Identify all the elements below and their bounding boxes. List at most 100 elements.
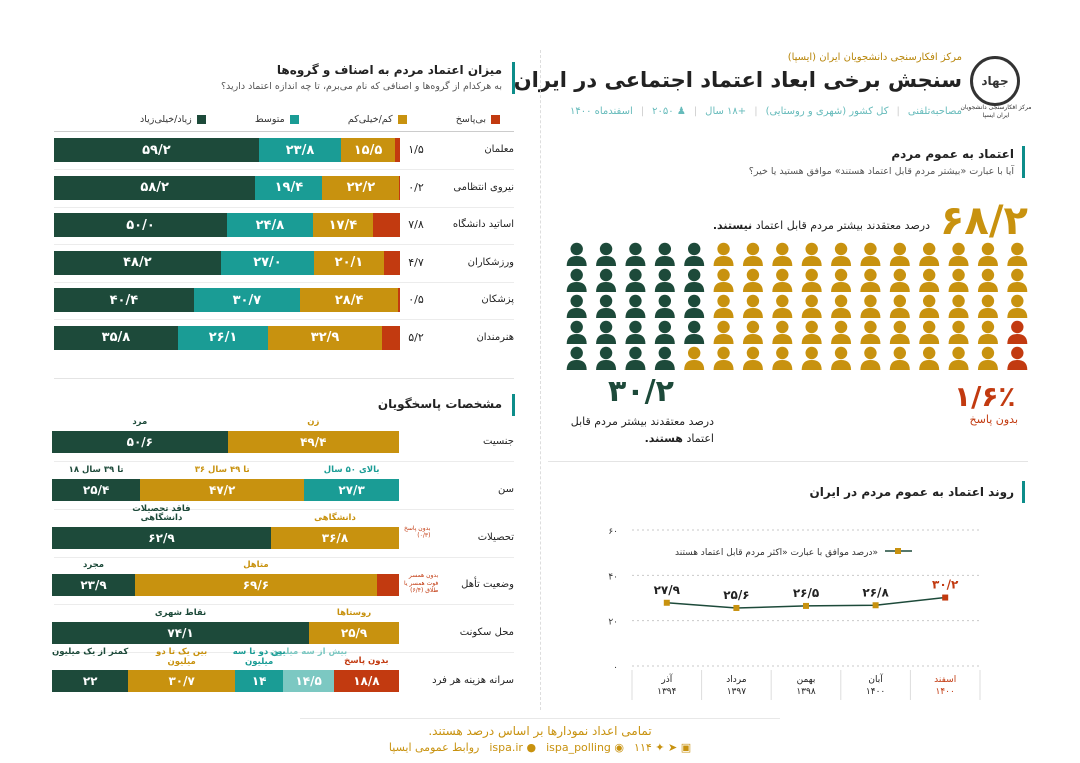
groups-legend: زیاد/خیلی‌زیاد متوسط کم/خیلی‌کم بی‌پاسخ [140,114,500,125]
segment-label: زن [307,417,320,427]
person-icon [742,346,763,370]
person-icon [977,346,998,370]
person-icon [654,268,675,292]
legend-marker [895,548,901,554]
logo-text: جهاد [981,74,1009,88]
person-icon [654,242,675,266]
profile-label: وضعیت تأهل [461,579,514,591]
at-icon: ◉ [614,741,625,754]
person-icon [654,320,675,344]
group-bar: ۴۸/۲ ۲۷/۰ ۲۰/۱ [54,250,400,275]
seg-low: ۳۲/۹ [268,325,382,350]
person-icon [713,346,734,370]
person-icon [713,294,734,318]
trend-data-label: ۲۷/۹ [654,583,681,597]
general-title: اعتماد به عموم مردم [891,147,1014,161]
person-icon [919,268,940,292]
footer-pr: روابط عمومی ایسپا [388,741,480,754]
y-tick-label: ۲۰ [608,618,618,628]
person-icon [889,268,910,292]
trend-point [942,594,949,601]
person-icon [977,268,998,292]
seg-high: ۴۸/۲ [54,250,221,275]
section-accent [1022,146,1025,178]
person-icon [1007,242,1028,266]
person-icon [801,242,822,266]
trend-data-label: ۲۶/۵ [793,586,819,600]
seg-high: ۵۰/۰ [54,213,227,237]
group-no-answer-value: ۱/۵ [408,143,424,156]
trend-point [872,602,879,609]
person-icon [684,320,705,344]
x-tick-label: ۱۳۹۴ [657,687,677,697]
legend-low: کم/خیلی‌کم [348,114,407,125]
profile-segment: ۲۳/۹ [52,574,136,597]
footer-handle[interactable]: ◉ ispa_polling [546,741,625,754]
group-bar: ۵۸/۲ ۱۹/۴ ۲۲/۲ [54,175,400,200]
group-no-answer-value: ۵/۲ [408,330,424,344]
profile-segment: ۱۴/۵ [283,670,334,692]
meta-scope: کل کشور (شهری و روستایی) [765,106,889,117]
row-divider [54,169,514,170]
trend-data-label: ۲۶/۸ [862,585,889,599]
center-divider [540,50,541,710]
person-icon [889,346,910,370]
profile-bar: ۲۵/۹ ۷۴/۱ [52,622,399,645]
profile-segment: ۳۰/۷ [128,670,235,692]
segment-label: بین یک تا دو میلیون [156,647,208,667]
seg-no-answer [398,288,400,312]
row-divider [54,319,514,320]
header-org: مرکز افکارسنجی دانشجویان ایران (ایسپا) [787,52,962,63]
group-label: اساتید دانشگاه [452,219,514,230]
footer-site[interactable]: ● ispa.ir [489,741,537,754]
person-icon [831,320,852,344]
profile-segment: ۱۴ [234,670,284,692]
profile-label: تحصیلات [477,531,514,543]
section-accent [1022,481,1025,503]
person-icon [625,346,646,370]
person-icon [889,242,910,266]
person-icon [684,294,705,318]
profile-bar: ۳۶/۸ ۶۲/۹ [52,526,399,549]
trend-point [733,604,740,611]
profile-bar: ۲۷/۳ ۴۷/۲ ۲۵/۴ [51,478,399,501]
seg-high: ۴۰/۴ [54,288,194,312]
instagram-icon: ▣ [680,741,692,754]
legend-divider [54,131,514,132]
seg-medium: ۱۹/۴ [255,175,323,200]
group-no-answer-value: ۰/۲ [408,180,424,194]
person-icon [860,242,881,266]
meta-age: +۱۸ سال [705,106,747,117]
seg-high: ۵۸/۲ [54,175,256,200]
group-no-answer-value: ۴/۷ [408,255,424,269]
profile-segment: ۵۰/۶ [52,431,228,453]
person-icon [596,294,617,318]
person-icon [625,268,646,292]
person-icon [860,346,881,370]
person-icon [831,294,852,318]
y-tick-label: ۰ [613,663,618,673]
person-icon [1007,294,1028,318]
trend-point [803,602,809,609]
segment-label: فاقد تحصیلات دانشگاهی [132,503,191,524]
person-icon [860,294,881,318]
y-tick-label: ۴۰ [608,572,618,582]
seg-low: ۱۷/۴ [312,213,373,237]
person-icon [860,320,881,344]
seg-medium: ۳۰/۷ [193,288,300,312]
person-icon [742,294,763,318]
seg-medium: ۲۶/۱ [177,325,269,350]
no-answer-text: بدون پاسخ [969,413,1018,426]
person-icon [977,242,998,266]
person-icon [919,320,940,344]
footer-social[interactable]: ▣ ➤ ✦ ۱۱۴ [634,741,692,754]
profile-segment: ۲۷/۳ [304,478,399,501]
profile-note: بدون پاسخ (۰/۳) [404,524,431,539]
segment-label: مرد [132,417,148,427]
segment-label: بیش از سه میلیون [270,647,348,657]
person-icon [713,268,734,292]
person-icon [948,346,969,370]
x-tick-label: بهمن [797,675,816,685]
seg-low: ۲۸/۴ [300,288,399,312]
person-icon [566,242,587,266]
